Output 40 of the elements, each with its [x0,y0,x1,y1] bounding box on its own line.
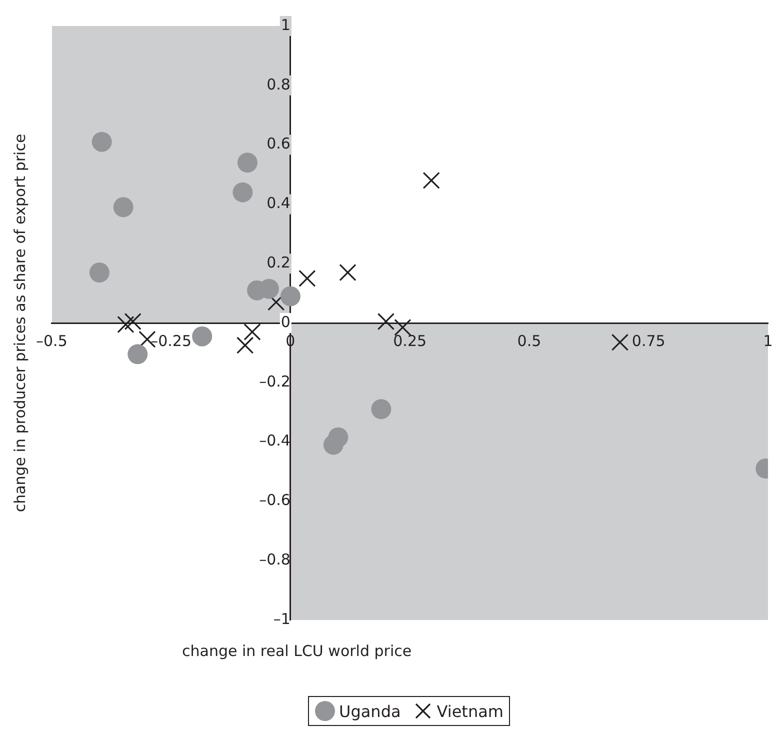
point [371,399,392,420]
point [323,434,344,455]
y-tick-label: 0.2 [266,253,290,272]
y-tick-label: 0 [280,312,290,331]
y-tick-label: –0.4 [259,432,290,450]
y-tick-label: 0.8 [266,75,290,94]
x-tick-label: 0.5 [517,332,542,350]
point [124,312,142,330]
point [237,152,258,173]
x-tick-label: 0.75 [632,332,666,350]
point [192,326,212,346]
x-tick-label: 0.25 [393,332,427,350]
point [244,323,261,340]
point [92,132,112,152]
x-tick-label: 1 [763,332,773,350]
point [128,344,148,364]
y-tick-label: –0.8 [259,550,290,568]
point [236,336,254,354]
point [117,316,134,334]
x-tick-label: –0.5 [36,332,68,350]
point [422,172,440,190]
point [232,182,253,202]
point [113,197,134,218]
legend-label: Vietnam [436,702,504,720]
y-tick-label: 0.4 [266,194,290,212]
x-axis-title: change in real LCU world price [182,642,412,660]
point [89,262,110,283]
point [298,270,316,288]
y-tick-label: 0.6 [266,134,290,153]
point [611,334,629,351]
y-axis-title: change in producer prices as share of export price [11,134,29,512]
x-tick-label: –0.25 [150,332,192,350]
legend-label: Uganda [339,702,401,720]
y-tick-label: –1 [273,610,290,628]
point [280,286,300,306]
y-tick-label: –0.6 [259,491,290,510]
point [339,264,356,282]
point [377,312,395,330]
y-tick-label: 1 [280,16,290,34]
y-tick-label: –0.2 [259,372,290,390]
